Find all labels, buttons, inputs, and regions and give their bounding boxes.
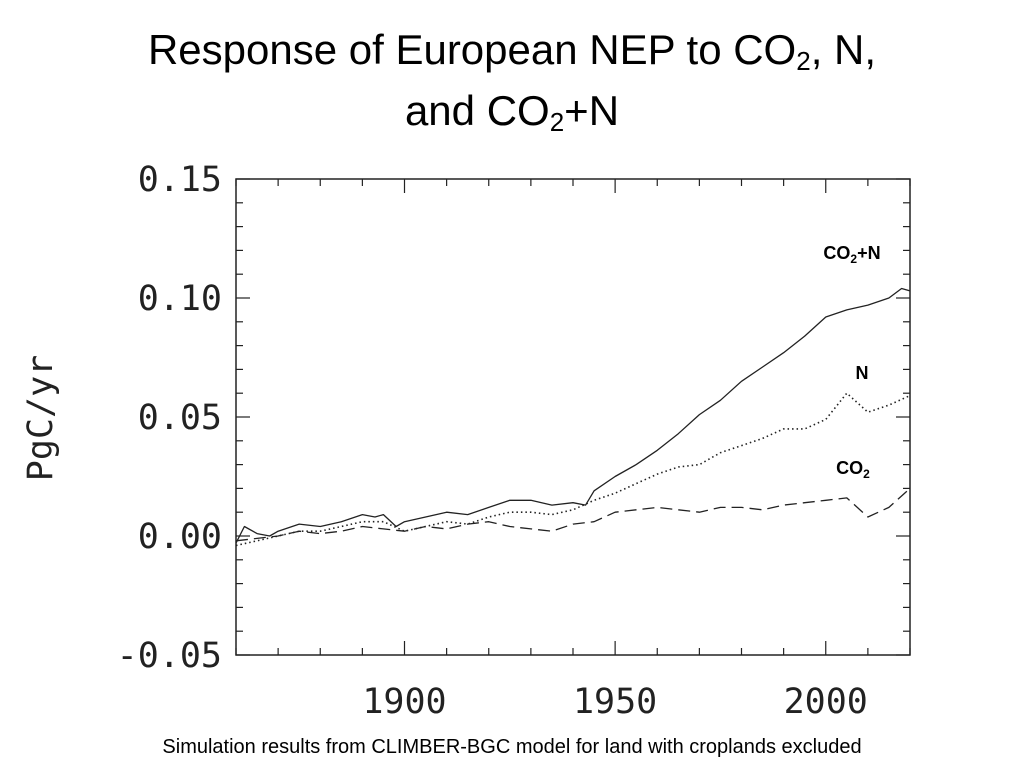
x-tick-label: 1900 [362, 682, 446, 722]
series-label: CO2 [836, 458, 870, 481]
y-tick-label: 0.15 [138, 160, 222, 200]
series-label-part: CO [836, 458, 863, 478]
series-label-part: CO [823, 243, 850, 263]
plot-frame [235, 178, 911, 656]
series-line-dashed [235, 487, 911, 542]
caption: Simulation results from CLIMBER-BGC mode… [162, 736, 862, 758]
y-axis-label: PgC/yr [21, 355, 61, 481]
series-label-part: +N [857, 243, 881, 263]
title-part-1: Response of European NEP to CO [147, 26, 797, 73]
x-tick-label: 1950 [573, 682, 657, 722]
title-part-3: and CO [404, 87, 550, 134]
title-part-2: , N, [810, 26, 877, 73]
title-part-4: +N [564, 87, 620, 134]
y-tick-label: 0.10 [138, 279, 222, 319]
series-label-part: N [856, 363, 869, 383]
series-group [235, 287, 911, 547]
y-tick-label: -0.05 [117, 636, 222, 676]
series-line-dotted [235, 392, 911, 547]
title-subscript-2: 2 [549, 107, 565, 137]
y-tick-label: 0.05 [138, 398, 222, 438]
series-label: N [856, 363, 869, 383]
x-tick-label: 2000 [784, 682, 868, 722]
series-label: CO2+N [823, 243, 880, 266]
series-label-part: 2 [863, 467, 870, 481]
ticks-group [235, 178, 911, 656]
chart-title: Response of European NEP to CO2, N, and … [0, 22, 1024, 144]
series-label-part: 2 [850, 252, 857, 266]
series-line-solid [235, 287, 911, 544]
y-tick-label: 0.00 [138, 517, 222, 557]
tick-labels-group: -0.05 0.00 0.05 0.10 0.15 1900 1950 2000 [117, 160, 868, 722]
title-subscript-1: 2 [796, 46, 811, 76]
